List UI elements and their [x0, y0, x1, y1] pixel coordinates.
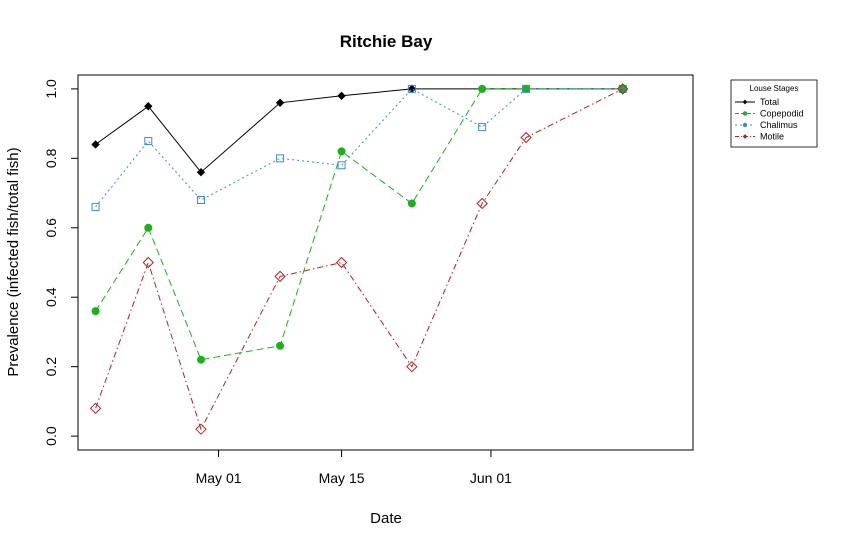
y-tick-label: 0.4 — [43, 287, 59, 307]
data-point-total — [91, 140, 100, 149]
data-point-motile — [89, 402, 102, 415]
legend-label: Total — [760, 97, 779, 107]
data-point-motile — [335, 256, 348, 269]
data-point-chalimus — [197, 196, 205, 204]
data-point-motile — [142, 256, 154, 269]
legend-marker — [742, 134, 748, 139]
data-point-chalimus — [337, 161, 346, 170]
legend-marker — [742, 122, 748, 128]
data-point-total — [196, 168, 206, 177]
data-point-copepodid — [337, 147, 346, 156]
data-point-chalimus — [618, 84, 627, 93]
y-tick-label: 0.6 — [43, 218, 59, 238]
data-point-motile — [274, 270, 286, 283]
x-axis: May 01 May 15 Jun 01 — [196, 450, 512, 486]
x-tick-label: May 01 — [196, 470, 242, 486]
data-point-chalimus — [522, 84, 531, 93]
y-axis: 0.0 0.2 0.4 0.6 0.8 1.0 — [43, 79, 78, 446]
series-layer — [89, 83, 629, 435]
data-point-motile — [476, 197, 488, 210]
data-point-copepodid — [407, 199, 416, 208]
legend-label: Copepodid — [760, 109, 804, 119]
series-total — [91, 84, 627, 177]
legend-item-total: Total — [735, 97, 779, 107]
series-line-total — [95, 88, 623, 173]
data-point-copepodid — [276, 341, 285, 350]
data-point-total — [275, 98, 285, 107]
data-point-copepodid — [144, 223, 153, 232]
x-tick-label: Jun 01 — [470, 470, 512, 486]
series-chalimus — [91, 84, 627, 211]
data-point-copepodid — [91, 307, 100, 316]
data-point-chalimus — [478, 123, 487, 132]
plot-frame — [77, 74, 694, 451]
legend-item-motile: Motile — [735, 132, 784, 142]
data-point-total — [337, 91, 346, 101]
series-line-motile — [95, 88, 623, 431]
data-point-chalimus — [276, 154, 285, 163]
legend-item-chalimus: Chalimus — [735, 120, 798, 130]
series-line-chalimus — [95, 88, 623, 208]
y-tick-label: 0.2 — [43, 357, 59, 377]
data-point-copepodid — [478, 84, 487, 93]
data-point-chalimus — [91, 202, 100, 211]
y-tick-label: 0.0 — [43, 426, 59, 446]
series-motile — [89, 83, 629, 435]
data-point-chalimus — [144, 136, 153, 145]
data-point-motile — [617, 83, 629, 95]
data-point-copepodid — [197, 355, 205, 364]
series-copepodid — [91, 84, 627, 364]
y-tick-label: 0.8 — [43, 148, 59, 168]
data-point-motile — [406, 360, 418, 373]
series-line-copepodid — [95, 88, 623, 361]
x-tick-label: May 15 — [319, 470, 365, 486]
y-tick-label: 1.0 — [43, 79, 59, 99]
data-point-total — [144, 102, 153, 111]
x-axis-label: Date — [370, 510, 402, 527]
legend-item-copepodid: Copepodid — [735, 109, 804, 119]
legend-marker — [742, 99, 748, 105]
chart-title: Ritchie Bay — [340, 32, 433, 51]
data-point-motile — [195, 423, 207, 435]
data-point-chalimus — [407, 84, 416, 93]
legend-marker — [742, 111, 748, 116]
legend-label: Motile — [760, 132, 784, 142]
data-point-motile — [520, 131, 532, 144]
legend-title: Louse Stages — [750, 84, 799, 93]
legend-label: Chalimus — [760, 120, 798, 130]
y-axis-label: Prevalence (infected fish/total fish) — [5, 147, 22, 376]
